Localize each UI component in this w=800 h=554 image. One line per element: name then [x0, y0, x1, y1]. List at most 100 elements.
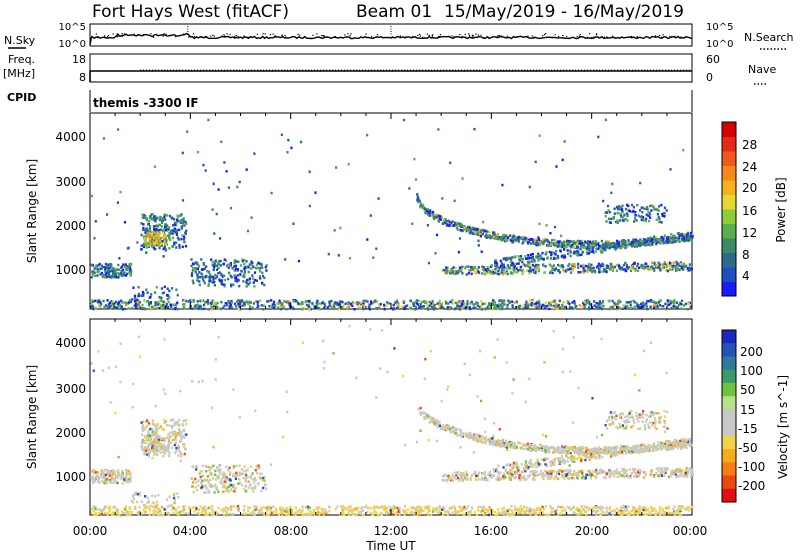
- scatter-point: [277, 513, 281, 516]
- scatter-point: [137, 292, 140, 296]
- scatter-point: [346, 302, 349, 306]
- scatter-point: [562, 242, 565, 245]
- scatter-point: [572, 267, 575, 270]
- scatter-point: [201, 509, 204, 512]
- scatter-point: [98, 262, 101, 266]
- scatter-point: [679, 505, 682, 508]
- scatter-point: [434, 252, 437, 255]
- scatter-point: [147, 450, 150, 453]
- scatter-point: [655, 509, 658, 513]
- scatter-point: [180, 225, 183, 228]
- scatter-point: [258, 510, 261, 513]
- scatter-point: [671, 237, 674, 240]
- scatter-point: [191, 481, 195, 484]
- scatter-point: [406, 508, 410, 511]
- scatter-point: [140, 233, 143, 237]
- scatter-point: [442, 509, 446, 512]
- scatter-point: [158, 218, 162, 222]
- scatter-point: [121, 510, 124, 514]
- power-colorbar-segment: [722, 209, 736, 224]
- scatter-point: [387, 511, 390, 515]
- scatter-point: [153, 423, 156, 426]
- scatter-point: [559, 505, 562, 509]
- scatter-point: [637, 304, 640, 307]
- scatter-point: [686, 267, 689, 270]
- scatter-point: [178, 228, 181, 232]
- scatter-point: [646, 240, 649, 243]
- scatter-point: [618, 246, 622, 250]
- scatter-point: [312, 509, 315, 512]
- scatter-point: [263, 476, 266, 479]
- scatter-point: [173, 422, 176, 425]
- scatter-point: [604, 242, 607, 245]
- scatter-point: [225, 476, 228, 479]
- scatter-point: [501, 236, 504, 239]
- scatter-point: [481, 506, 484, 510]
- scatter-point: [149, 450, 152, 454]
- scatter-point: [535, 305, 538, 309]
- scatter-point: [287, 510, 290, 514]
- scatter-point: [371, 301, 374, 305]
- scatter-point: [498, 303, 501, 306]
- scatter-point: [214, 473, 217, 477]
- scatter-point: [609, 268, 612, 271]
- scatter-point: [175, 449, 178, 453]
- scatter-point: [506, 509, 509, 512]
- nsearch-point: [365, 33, 367, 35]
- scatter-point: [632, 508, 635, 512]
- scatter-point: [178, 511, 181, 514]
- scatter-point: [675, 260, 678, 264]
- nsearch-point: [299, 34, 301, 36]
- scatter-point: [639, 209, 642, 212]
- scatter-point: [112, 307, 115, 310]
- scatter-point: [339, 300, 342, 303]
- scatter-point: [566, 249, 569, 252]
- scatter-point: [539, 243, 542, 247]
- scatter-point: [529, 242, 532, 245]
- scatter-point: [560, 307, 563, 310]
- scatter-point: [299, 511, 302, 514]
- scatter-point: [377, 307, 381, 310]
- scatter-point: [147, 220, 150, 223]
- scatter-point: [617, 306, 620, 309]
- scatter-point: [265, 508, 269, 511]
- scatter-point: [141, 429, 145, 432]
- scatter-point: [292, 222, 295, 225]
- scatter-point: [245, 512, 248, 515]
- scatter-point: [166, 297, 169, 301]
- scatter-point: [662, 510, 665, 513]
- scatter-point: [549, 257, 552, 260]
- scatter-point: [686, 232, 689, 236]
- scatter-point: [249, 267, 252, 270]
- scatter-point: [625, 509, 628, 513]
- scatter-point: [226, 303, 229, 307]
- scatter-point: [199, 299, 202, 303]
- scatter-point: [615, 243, 618, 247]
- scatter-point: [143, 216, 146, 220]
- scatter-point: [603, 268, 606, 272]
- scatter-point: [580, 307, 583, 311]
- scatter-point: [102, 474, 105, 477]
- scatter-point: [199, 305, 202, 308]
- scatter-point: [654, 512, 657, 516]
- scatter-point: [494, 305, 497, 309]
- scatter-point: [670, 301, 673, 305]
- scatter-point: [468, 306, 471, 309]
- scatter-point: [607, 299, 610, 302]
- scatter-point: [109, 304, 112, 308]
- scatter-point: [178, 246, 181, 249]
- scatter-point: [559, 306, 562, 309]
- scatter-point: [438, 303, 441, 306]
- scatter-point: [505, 234, 508, 237]
- scatter-point: [588, 248, 591, 251]
- scatter-point: [141, 448, 144, 451]
- scatter-point: [251, 472, 254, 475]
- scatter-point: [509, 256, 512, 260]
- nsearch-point: [459, 33, 461, 36]
- scatter-point: [655, 264, 659, 268]
- scatter-point: [580, 242, 583, 245]
- scatter-point: [102, 265, 105, 269]
- scatter-point: [154, 219, 157, 223]
- scatter-point: [364, 299, 368, 303]
- scatter-point: [423, 301, 427, 304]
